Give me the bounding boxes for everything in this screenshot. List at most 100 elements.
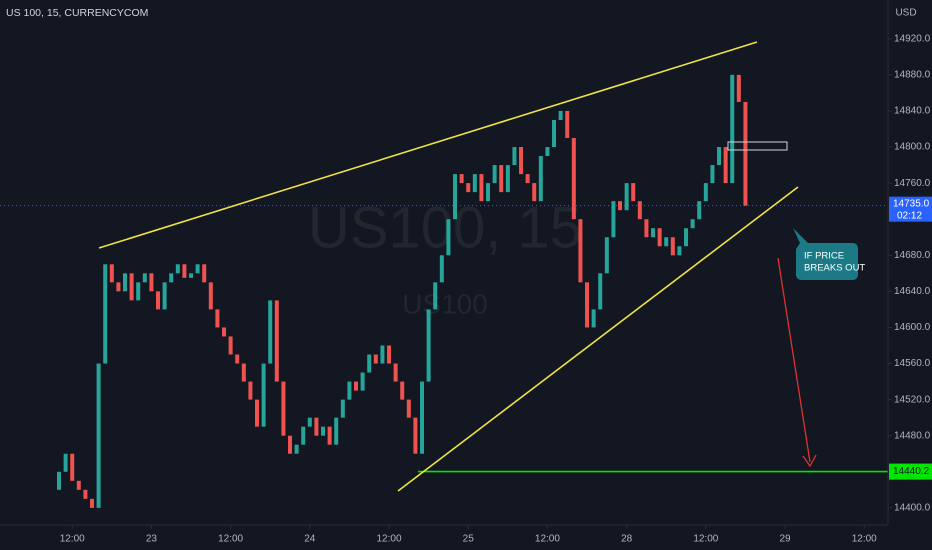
y-tick-label: 14760.0 xyxy=(894,178,931,189)
candle xyxy=(624,183,629,211)
candle xyxy=(149,273,154,292)
y-tick-label: 14920.0 xyxy=(894,33,931,44)
trend-line xyxy=(98,41,758,249)
candle xyxy=(459,174,464,184)
x-tick-label: 12:00 xyxy=(218,534,243,545)
candle xyxy=(558,110,563,120)
x-tick-label: 12:00 xyxy=(377,534,402,545)
candle xyxy=(585,282,590,328)
candle xyxy=(684,228,689,247)
x-tick-label: 12:00 xyxy=(693,534,718,545)
candle xyxy=(156,291,161,310)
candle xyxy=(129,273,134,301)
y-tick-label: 14640.0 xyxy=(894,286,931,297)
x-tick-label: 25 xyxy=(463,534,475,545)
candle xyxy=(505,165,510,193)
arrow xyxy=(777,257,811,463)
candle xyxy=(90,498,95,508)
plot xyxy=(0,74,888,508)
x-tick-label: 24 xyxy=(304,534,316,545)
candle xyxy=(334,417,339,445)
candle xyxy=(241,363,246,382)
candle xyxy=(142,273,147,283)
candle xyxy=(525,174,530,184)
countdown: 02:12 xyxy=(897,210,922,221)
target-box xyxy=(889,463,932,480)
candle xyxy=(644,219,649,238)
x-tick-label: 28 xyxy=(621,534,633,545)
candle xyxy=(591,309,596,328)
zone-box xyxy=(727,141,788,151)
candle xyxy=(103,264,108,364)
candle xyxy=(294,444,299,454)
candle xyxy=(545,147,550,157)
currency: USD xyxy=(895,8,916,19)
candle xyxy=(123,273,128,292)
candle xyxy=(743,101,748,206)
candle xyxy=(182,264,187,278)
x-tick-label: 29 xyxy=(779,534,791,545)
candle xyxy=(307,417,312,427)
candle xyxy=(57,471,62,490)
x-tick-label: 12:00 xyxy=(60,534,85,545)
candle xyxy=(690,219,695,229)
candle xyxy=(717,147,722,166)
chart-title: US 100, 15, CURRENCYCOM xyxy=(6,7,148,19)
candle xyxy=(373,354,378,364)
candle xyxy=(492,165,497,184)
y-tick-label: 14680.0 xyxy=(894,250,931,261)
candle xyxy=(222,327,227,337)
candle xyxy=(420,381,425,454)
candle xyxy=(380,345,385,364)
candle xyxy=(400,381,405,400)
axes: 14400.0 14480.0 14520.0 14560.0 14600.0 14640… xyxy=(60,33,932,545)
x-tick-label: 23 xyxy=(146,534,158,545)
watermark-sub: US100 xyxy=(402,288,488,319)
candle xyxy=(116,282,121,292)
candle xyxy=(387,345,392,364)
candle xyxy=(446,219,451,256)
candle xyxy=(340,399,345,418)
candle xyxy=(393,363,398,382)
note-text: BREAKS OUT xyxy=(804,263,865,274)
candle xyxy=(235,354,240,364)
y-tick-label: 14520.0 xyxy=(894,394,931,405)
candle xyxy=(472,174,477,193)
candle xyxy=(274,300,279,382)
candle xyxy=(327,426,332,445)
y-tick-label: 14840.0 xyxy=(894,106,931,117)
trend-line xyxy=(397,186,799,492)
candle xyxy=(215,309,220,328)
candle xyxy=(433,282,438,310)
candle xyxy=(538,156,543,202)
candle xyxy=(228,336,233,355)
candle xyxy=(486,183,491,202)
candle xyxy=(578,219,583,283)
candle xyxy=(604,237,609,274)
candle xyxy=(651,228,656,238)
candle xyxy=(367,354,372,373)
candle xyxy=(710,165,715,184)
candle xyxy=(169,273,174,283)
candle xyxy=(96,363,101,508)
candle xyxy=(439,255,444,283)
candle xyxy=(532,183,537,202)
candle xyxy=(703,183,708,202)
candle xyxy=(83,489,88,499)
candle xyxy=(571,138,576,220)
y-tick-label: 14880.0 xyxy=(894,70,931,81)
candle xyxy=(195,264,200,274)
candle xyxy=(301,426,306,445)
candle xyxy=(63,453,68,472)
candle xyxy=(162,282,167,310)
candle xyxy=(519,147,524,175)
x-tick-label: 12:00 xyxy=(852,534,877,545)
candle xyxy=(664,237,669,247)
candle xyxy=(697,201,702,220)
candle xyxy=(565,110,570,139)
candle xyxy=(670,237,675,256)
x-tick-label: 12:00 xyxy=(535,534,560,545)
candle xyxy=(360,372,365,391)
